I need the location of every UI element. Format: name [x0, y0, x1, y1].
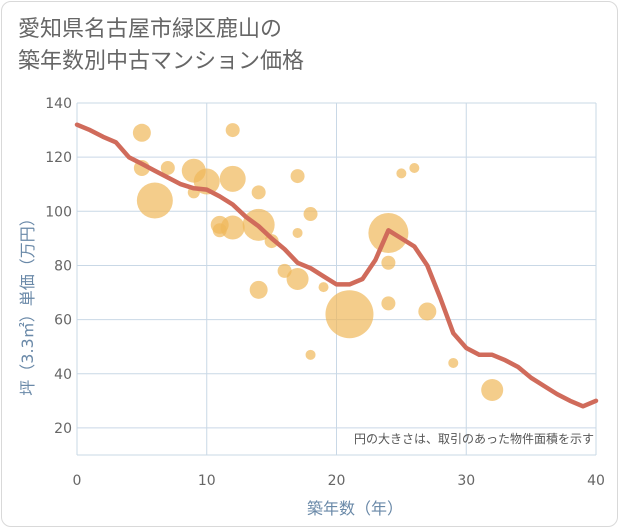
bubble-point: [160, 160, 175, 175]
x-tick-label: 30: [457, 473, 475, 489]
bubble-size-note: 円の大きさは、取引のあった物件面積を示す: [354, 431, 594, 446]
bubble-point: [290, 169, 305, 184]
x-tick-label: 10: [198, 473, 216, 489]
bubble-point: [286, 268, 309, 290]
x-axis-label: 築年数（年）: [307, 499, 403, 518]
bubble-point: [381, 296, 396, 311]
y-tick-label: 120: [45, 150, 72, 166]
x-tick-label: 20: [328, 473, 346, 489]
y-tick-label: 80: [54, 258, 72, 274]
y-axis-label: 坪（3.3㎡）単価（万円）: [18, 210, 37, 395]
grid: [76, 102, 597, 456]
bubble-series: [132, 123, 504, 402]
bubble-point: [249, 280, 268, 299]
title-line-2: 築年数別中古マンション価格: [18, 49, 305, 74]
title-line-1: 愛知県名古屋市緑区鹿山の: [18, 17, 283, 42]
bubble-point: [318, 282, 329, 293]
bubble-point: [418, 302, 437, 321]
bubble-point: [481, 379, 504, 402]
y-tick-label: 60: [54, 313, 72, 329]
bubble-point: [305, 349, 316, 360]
x-tick-label: 0: [73, 473, 82, 489]
bubble-point: [396, 168, 407, 179]
bubble-point: [325, 290, 374, 339]
trend-line: [74, 122, 599, 409]
chart-title: 愛知県名古屋市緑区鹿山の 築年数別中古マンション価格: [18, 14, 304, 78]
bubble-point: [132, 123, 151, 142]
bubble-point: [219, 165, 246, 192]
y-tick-label: 100: [45, 204, 72, 220]
y-tick-label: 20: [54, 421, 72, 437]
bubble-point: [303, 207, 318, 222]
bubble-point: [448, 357, 459, 368]
bubble-point: [220, 215, 245, 240]
y-tick-label: 140: [45, 96, 72, 112]
bubble-point: [292, 227, 303, 238]
bubble-point: [225, 123, 240, 138]
trend-series: [74, 122, 599, 409]
bubble-point: [409, 162, 420, 173]
y-tick-label: 40: [54, 367, 72, 383]
x-tick-label: 40: [587, 473, 605, 489]
bubble-point: [381, 255, 396, 270]
tick-labels: 0 10 20 30 40 20 40 60 80 100 120 140: [45, 96, 605, 489]
bubble-point: [251, 185, 266, 200]
bubble-point: [136, 182, 173, 219]
